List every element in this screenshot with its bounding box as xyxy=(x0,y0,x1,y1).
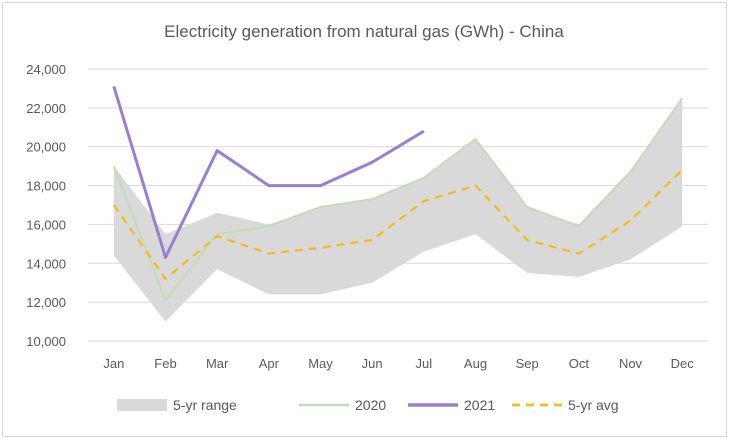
legend-label: 5-yr range xyxy=(173,397,237,413)
x-axis-tick-labels: Jan Feb Mar Apr May Jun Jul Aug Sep Oct Nov Dec xyxy=(103,356,694,371)
legend-item: 2020 xyxy=(299,397,386,413)
series-line-2020 xyxy=(112,97,683,302)
legend-label: 5-yr avg xyxy=(568,397,619,413)
legend-item: 5-yr range xyxy=(117,397,237,413)
y-tick-label: 20,000 xyxy=(26,140,66,155)
legend-item: 5-yr avg xyxy=(512,397,619,413)
y-tick-label: 24,000 xyxy=(26,62,66,77)
x-tick-label: Jan xyxy=(103,356,124,371)
x-tick-label: Apr xyxy=(259,356,280,371)
y-axis-tick-labels: 10,000 12,000 14,000 16,000 18,000 20,000 22,0… xyxy=(26,62,66,349)
y-tick-label: 22,000 xyxy=(26,101,66,116)
five-year-range-area xyxy=(113,98,683,322)
x-tick-label: May xyxy=(308,356,333,371)
y-tick-label: 12,000 xyxy=(26,295,66,310)
y-tick-label: 18,000 xyxy=(26,179,66,194)
chart-title: Electricity generation from natural gas … xyxy=(164,22,564,41)
x-tick-label: Aug xyxy=(464,356,487,371)
x-tick-label: Jul xyxy=(416,356,433,371)
x-tick-label: Dec xyxy=(671,356,695,371)
legend-label: 2021 xyxy=(464,397,495,413)
legend: 5-yr range 2020 2021 5-yr avg xyxy=(117,397,619,413)
x-tick-label: Nov xyxy=(619,356,643,371)
y-tick-label: 14,000 xyxy=(26,256,66,271)
range-band xyxy=(113,98,683,322)
x-tick-label: Mar xyxy=(206,356,229,371)
legend-swatch xyxy=(117,399,167,411)
series-line-2021 xyxy=(112,86,425,259)
series-line-5-yr-avg xyxy=(112,169,683,280)
legend-item: 2021 xyxy=(408,397,495,413)
legend-label: 2020 xyxy=(355,397,386,413)
x-tick-label: Oct xyxy=(569,356,590,371)
x-tick-label: Sep xyxy=(516,356,539,371)
series-lines xyxy=(112,86,683,302)
x-tick-label: Feb xyxy=(154,356,176,371)
x-tick-label: Jun xyxy=(362,356,383,371)
y-tick-label: 16,000 xyxy=(26,217,66,232)
y-tick-label: 10,000 xyxy=(26,334,66,349)
